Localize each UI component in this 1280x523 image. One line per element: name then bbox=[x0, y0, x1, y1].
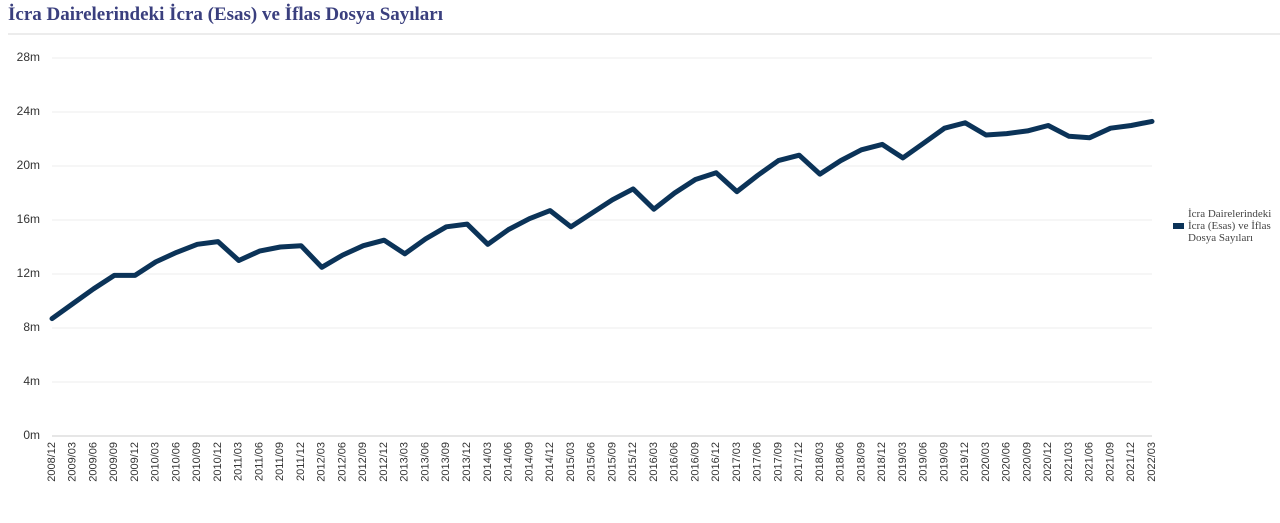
x-tick-label: 2018/09 bbox=[855, 442, 867, 482]
x-tick-label: 2010/12 bbox=[212, 442, 224, 482]
x-tick-label: 2022/03 bbox=[1146, 442, 1158, 482]
data-line bbox=[49, 118, 1155, 322]
x-tick-label: 2009/09 bbox=[108, 442, 120, 482]
x-tick-label: 2014/09 bbox=[523, 442, 535, 482]
y-tick-label: 4m bbox=[23, 374, 40, 388]
y-tick-label: 20m bbox=[17, 158, 40, 172]
x-tick-label: 2019/09 bbox=[938, 442, 950, 482]
x-tick-label: 2011/06 bbox=[253, 442, 265, 481]
x-tick-label: 2013/12 bbox=[461, 442, 473, 482]
x-tick-label: 2019/03 bbox=[897, 442, 909, 482]
x-tick-label: 2015/12 bbox=[627, 442, 639, 482]
x-tick-label: 2009/12 bbox=[129, 442, 141, 482]
x-tick-label: 2016/12 bbox=[710, 442, 722, 482]
x-tick-label: 2021/06 bbox=[1084, 442, 1096, 482]
x-tick-label: 2012/12 bbox=[378, 442, 390, 482]
x-tick-label: 2020/06 bbox=[1001, 442, 1013, 482]
x-tick-label: 2016/09 bbox=[689, 442, 701, 482]
x-tick-label: 2019/12 bbox=[959, 442, 971, 482]
x-tick-label: 2018/12 bbox=[876, 442, 888, 482]
y-tick-label: 28m bbox=[17, 50, 40, 64]
x-tick-label: 2017/12 bbox=[793, 442, 805, 482]
y-tick-label: 24m bbox=[17, 104, 40, 118]
x-tick-label: 2021/09 bbox=[1104, 442, 1116, 482]
legend: İcra Dairelerindeki İcra (Esas) ve İflas… bbox=[1173, 208, 1273, 244]
x-tick-label: 2020/09 bbox=[1021, 442, 1033, 482]
x-tick-label: 2015/09 bbox=[606, 442, 618, 482]
x-tick-label: 2009/06 bbox=[87, 442, 99, 482]
title-rule bbox=[8, 33, 1280, 35]
x-tick-label: 2019/06 bbox=[918, 442, 930, 482]
y-tick-label: 12m bbox=[17, 266, 40, 280]
x-tick-label: 2021/12 bbox=[1125, 442, 1137, 482]
x-tick-label: 2014/03 bbox=[482, 442, 494, 482]
x-tick-label: 2020/12 bbox=[1042, 442, 1054, 482]
legend-swatch bbox=[1173, 223, 1184, 229]
x-tick-label: 2011/12 bbox=[295, 442, 307, 481]
x-tick-label: 2013/06 bbox=[419, 442, 431, 482]
x-tick-label: 2011/03 bbox=[233, 442, 245, 481]
x-tick-label: 2012/09 bbox=[357, 442, 369, 482]
x-tick-label: 2012/06 bbox=[336, 442, 348, 482]
x-tick-label: 2008/12 bbox=[46, 442, 58, 482]
x-tick-label: 2018/06 bbox=[835, 442, 847, 482]
chart-title: İcra Dairelerindeki İcra (Esas) ve İflas… bbox=[8, 4, 444, 25]
y-tick-label: 8m bbox=[23, 320, 40, 334]
y-tick-label: 16m bbox=[17, 212, 40, 226]
x-tick-label: 2015/03 bbox=[565, 442, 577, 482]
x-tick-label: 2017/06 bbox=[752, 442, 764, 482]
legend-label: İcra Dairelerindeki İcra (Esas) ve İflas… bbox=[1188, 208, 1272, 244]
x-tick-label: 2013/03 bbox=[399, 442, 411, 482]
x-tick-label: 2010/06 bbox=[170, 442, 182, 482]
x-tick-label: 2010/09 bbox=[191, 442, 203, 482]
x-tick-label: 2009/03 bbox=[67, 442, 79, 482]
x-tick-label: 2010/03 bbox=[150, 442, 162, 482]
x-tick-label: 2014/06 bbox=[503, 442, 515, 482]
x-tick-label: 2018/03 bbox=[814, 442, 826, 482]
x-tick-label: 2017/03 bbox=[731, 442, 743, 482]
y-tick-label: 0m bbox=[23, 428, 40, 442]
x-tick-label: 2011/09 bbox=[274, 442, 286, 481]
x-tick-label: 2013/09 bbox=[440, 442, 452, 482]
x-tick-label: 2017/09 bbox=[772, 442, 784, 482]
x-tick-label: 2015/06 bbox=[586, 442, 598, 482]
x-tick-label: 2016/06 bbox=[669, 442, 681, 482]
x-tick-label: 2012/03 bbox=[316, 442, 328, 482]
x-tick-label: 2016/03 bbox=[648, 442, 660, 482]
x-tick-label: 2020/03 bbox=[980, 442, 992, 482]
x-tick-label: 2021/03 bbox=[1063, 442, 1075, 482]
x-tick-label: 2014/12 bbox=[544, 442, 556, 482]
